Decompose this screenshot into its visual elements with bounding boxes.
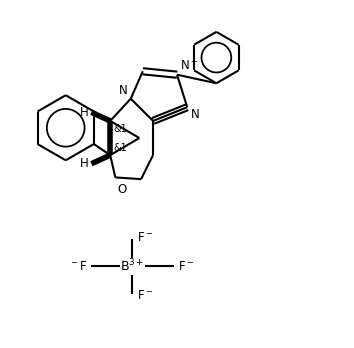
Text: N: N: [191, 108, 199, 121]
Text: N: N: [119, 84, 127, 97]
Text: F$^-$: F$^-$: [178, 260, 194, 273]
Text: H: H: [80, 106, 88, 119]
Text: $^-$F: $^-$F: [69, 260, 87, 273]
Text: H: H: [80, 157, 88, 170]
Text: B$^{3+}$: B$^{3+}$: [120, 258, 145, 275]
Text: O: O: [117, 183, 126, 196]
Text: N$^+$: N$^+$: [180, 58, 198, 73]
Text: F$^-$: F$^-$: [137, 231, 153, 244]
Text: F$^-$: F$^-$: [137, 289, 153, 302]
Text: &1: &1: [113, 143, 127, 153]
Text: &1: &1: [113, 124, 127, 134]
